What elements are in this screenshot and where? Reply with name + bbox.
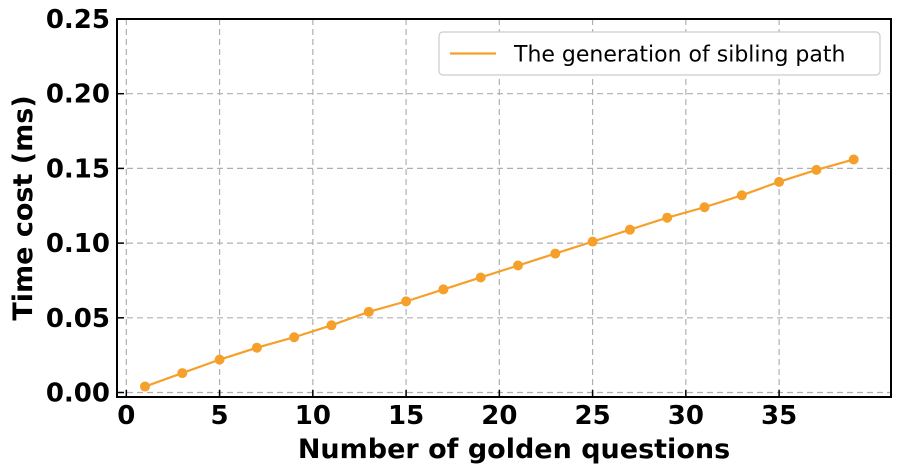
plot-frame — [116, 18, 892, 398]
tick-labels: 0 5 10 15 20 25 30 35 0.00 0.05 0.10 0.15 0.20 0.25 — [46, 5, 797, 431]
x-tick-label: 10 — [295, 401, 331, 431]
legend-label: The generation of sibling path — [513, 43, 845, 68]
axis-ticks — [117, 18, 780, 397]
data-point — [587, 236, 598, 247]
y-tick-label: 0.10 — [46, 229, 110, 259]
x-tick-label: 20 — [481, 401, 517, 431]
x-tick-label: 35 — [761, 401, 797, 431]
series-line — [144, 158, 854, 388]
x-tick-label: 0 — [117, 401, 135, 431]
data-point — [848, 154, 859, 165]
y-tick-label: 0.15 — [46, 154, 110, 184]
y-tick-label: 0.05 — [46, 304, 110, 334]
grid — [117, 18, 891, 397]
data-point — [438, 284, 449, 295]
y-tick-label: 0.00 — [46, 379, 110, 409]
x-axis-title: Number of golden questions — [298, 434, 730, 465]
data-point — [401, 296, 412, 307]
series-layer — [139, 154, 859, 392]
data-point — [177, 368, 188, 379]
data-point — [475, 272, 486, 283]
data-point — [363, 306, 374, 317]
data-point — [662, 212, 673, 223]
y-axis-title: Time cost (ms) — [8, 95, 39, 320]
data-point — [289, 332, 300, 343]
data-point — [251, 342, 262, 353]
data-point — [774, 176, 785, 187]
data-point — [811, 164, 822, 175]
data-point — [139, 381, 150, 392]
data-point — [699, 202, 710, 213]
x-tick-label: 25 — [574, 401, 610, 431]
y-tick-label: 0.20 — [46, 80, 110, 110]
data-point — [736, 190, 747, 201]
data-point — [326, 320, 337, 331]
data-point — [624, 224, 635, 235]
y-tick-label: 0.25 — [46, 5, 110, 35]
x-tick-label: 30 — [668, 401, 704, 431]
x-tick-label: 15 — [388, 401, 424, 431]
legend: The generation of sibling path — [438, 31, 881, 76]
data-point — [550, 248, 561, 259]
legend-box — [438, 31, 881, 76]
x-tick-label: 5 — [211, 401, 229, 431]
data-point — [214, 354, 225, 365]
data-point — [512, 260, 523, 271]
